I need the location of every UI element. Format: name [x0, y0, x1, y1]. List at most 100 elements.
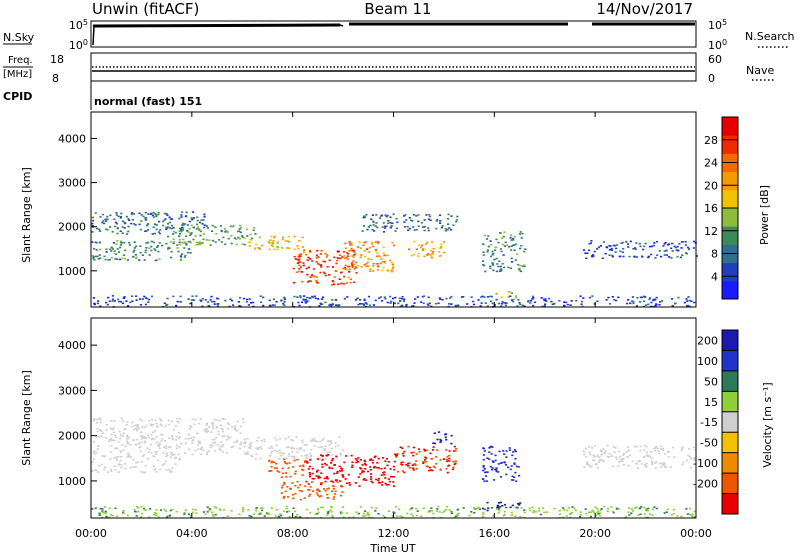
- heatmap-cell: [273, 436, 276, 439]
- heatmap-cell: [278, 458, 281, 460]
- heatmap-cell: [235, 243, 238, 246]
- nsky-label: N.Sky: [3, 31, 35, 44]
- heatmap-cell: [422, 226, 425, 228]
- heatmap-cell: [426, 241, 429, 244]
- heatmap-cell: [99, 230, 102, 232]
- heatmap-cell: [588, 243, 591, 245]
- heatmap-cell: [309, 276, 312, 278]
- heatmap-cell: [499, 462, 503, 464]
- heatmap-cell: [283, 296, 286, 299]
- heatmap-cell: [196, 432, 199, 434]
- heatmap-cell: [263, 515, 266, 517]
- heatmap-cell: [657, 450, 660, 453]
- heatmap-cell: [502, 514, 505, 517]
- heatmap-cell: [510, 465, 513, 467]
- heatmap-cell: [148, 516, 151, 518]
- heatmap-cell: [161, 438, 164, 440]
- heatmap-cell: [272, 242, 275, 245]
- heatmap-cell: [155, 512, 158, 515]
- heatmap-cell: [673, 456, 676, 458]
- heatmap-cell: [345, 282, 348, 284]
- heatmap-cell: [128, 241, 131, 244]
- heatmap-cell: [131, 212, 134, 214]
- heatmap-cell: [330, 462, 333, 464]
- heatmap-cell: [684, 241, 687, 243]
- heatmap-cell: [95, 418, 98, 421]
- heatmap-cell: [178, 418, 182, 420]
- velocity-colorbar-tick-label: -50: [700, 437, 718, 450]
- heatmap-cell: [346, 255, 349, 257]
- heatmap-cell: [171, 467, 174, 469]
- title-right: 14/Nov/2017: [596, 0, 693, 18]
- heatmap-cell: [168, 216, 171, 219]
- heatmap-cell: [100, 463, 103, 466]
- heatmap-cell: [450, 229, 453, 231]
- heatmap-cell: [211, 300, 214, 303]
- heatmap-cell: [173, 241, 176, 243]
- heatmap-cell: [529, 299, 533, 302]
- heatmap-cell: [117, 298, 120, 301]
- heatmap-cell: [153, 438, 156, 440]
- heatmap-cell: [102, 220, 105, 222]
- heatmap-cell: [255, 507, 258, 509]
- heatmap-cell: [110, 420, 113, 422]
- heatmap-cell: [496, 506, 499, 509]
- heatmap-cell: [222, 444, 225, 446]
- heatmap-cell: [489, 240, 492, 242]
- heatmap-cell: [311, 438, 314, 441]
- heatmap-cell: [320, 298, 324, 300]
- heatmap-cell: [293, 459, 296, 462]
- heatmap-cell: [102, 432, 105, 434]
- heatmap-cell: [163, 440, 167, 442]
- heatmap-cell: [331, 454, 334, 456]
- heatmap-cell: [105, 251, 108, 253]
- heatmap-cell: [224, 418, 227, 420]
- heatmap-cell: [331, 266, 335, 268]
- heatmap-cell: [114, 221, 117, 224]
- heatmap-cell: [392, 265, 395, 268]
- heatmap-cell: [592, 510, 595, 513]
- heatmap-cell: [602, 460, 605, 462]
- heatmap-cell: [139, 304, 143, 306]
- heatmap-cell: [198, 241, 201, 243]
- heatmap-cell: [292, 267, 295, 270]
- heatmap-cell: [515, 506, 518, 509]
- heatmap-cell: [455, 448, 458, 450]
- heatmap-cell: [363, 215, 366, 218]
- heatmap-cell: [170, 224, 174, 227]
- heatmap-cell: [357, 303, 360, 306]
- heatmap-cell: [150, 249, 153, 252]
- heatmap-cell: [151, 214, 154, 217]
- heatmap-cell: [307, 483, 310, 485]
- nave-tick-top: 60: [708, 53, 722, 66]
- heatmap-cell: [690, 466, 693, 469]
- heatmap-cell: [170, 435, 173, 437]
- heatmap-cell: [122, 432, 125, 435]
- heatmap-cell: [208, 426, 211, 428]
- heatmap-cell: [301, 236, 304, 239]
- heatmap-cell: [192, 436, 195, 438]
- heatmap-cell: [358, 241, 361, 243]
- heatmap-cell: [693, 301, 696, 304]
- heatmap-cell: [210, 431, 213, 433]
- heatmap-cell: [140, 505, 143, 508]
- heatmap-cell: [343, 266, 346, 269]
- heatmap-cell: [429, 219, 432, 222]
- heatmap-cell: [175, 435, 178, 438]
- heatmap-cell: [201, 242, 204, 244]
- heatmap-cell: [315, 489, 318, 491]
- velocity-colorbar-swatch: [722, 452, 738, 474]
- heatmap-cell: [424, 461, 427, 463]
- heatmap-cell: [390, 261, 393, 264]
- heatmap-cell: [647, 507, 650, 510]
- heatmap-cell: [415, 460, 418, 462]
- heatmap-cell: [133, 429, 136, 431]
- heatmap-cell: [360, 254, 363, 256]
- heatmap-cell: [421, 295, 424, 298]
- velocity-colorbar-label: Velocity [m s⁻¹]: [761, 382, 774, 467]
- heatmap-cell: [152, 226, 155, 228]
- heatmap-cell: [180, 231, 183, 233]
- heatmap-cell: [660, 255, 663, 258]
- heatmap-cell: [95, 451, 98, 454]
